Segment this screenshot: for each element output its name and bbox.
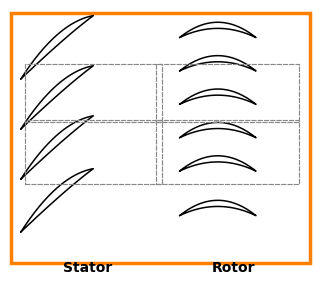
Text: Stator: Stator: [63, 262, 112, 275]
Text: Rotor: Rotor: [212, 262, 256, 275]
